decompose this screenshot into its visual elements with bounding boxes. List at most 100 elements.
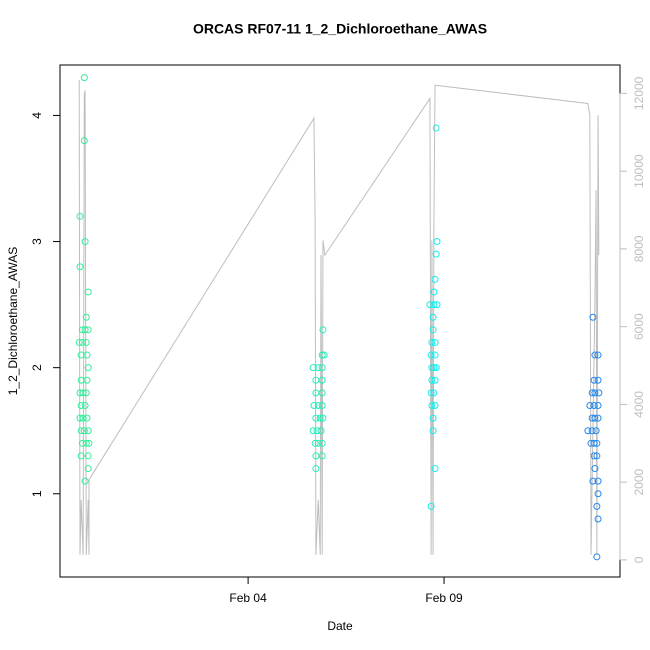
- x-axis-label: Date: [327, 619, 353, 633]
- data-point: [318, 376, 326, 384]
- data-point: [593, 439, 601, 447]
- data-point: [432, 124, 440, 132]
- data-point: [593, 502, 601, 510]
- data-point: [594, 351, 602, 359]
- data-point: [81, 401, 89, 409]
- data-point: [318, 351, 326, 359]
- y2-tick-label: 8000: [632, 235, 646, 262]
- data-point: [83, 414, 91, 422]
- data-point: [82, 389, 90, 397]
- y2-tick-label: 0: [632, 556, 646, 563]
- data-point: [427, 389, 435, 397]
- data-point: [83, 376, 91, 384]
- data-point: [309, 427, 317, 435]
- data-point: [429, 313, 437, 321]
- data-point: [316, 414, 324, 422]
- y-tick-label: 1: [30, 490, 44, 497]
- data-point: [78, 338, 86, 346]
- data-point: [75, 338, 83, 346]
- data-point: [591, 351, 599, 359]
- y2-tick-label: 4000: [632, 391, 646, 418]
- data-point: [80, 74, 88, 82]
- data-point: [428, 338, 436, 346]
- data-point: [77, 401, 85, 409]
- data-point: [590, 376, 598, 384]
- data-point: [429, 326, 437, 334]
- data-point: [430, 364, 438, 372]
- data-point: [430, 301, 438, 309]
- data-point: [592, 427, 600, 435]
- altitude-line: [78, 80, 600, 555]
- data-point: [81, 238, 89, 246]
- y2-tick-label: 2000: [632, 468, 646, 495]
- data-point: [317, 427, 325, 435]
- data-point: [426, 301, 434, 309]
- data-point: [76, 263, 84, 271]
- data-point: [430, 389, 438, 397]
- y-tick-label: 2: [30, 364, 44, 371]
- data-point: [79, 414, 87, 422]
- data-point: [590, 401, 598, 409]
- data-point: [84, 326, 92, 334]
- data-point: [432, 364, 440, 372]
- y-axis-label: 1_2_Dichloroethane_AWAS: [6, 247, 20, 396]
- y-tick-label: 3: [30, 238, 44, 245]
- data-point: [84, 427, 92, 435]
- data-point: [593, 452, 601, 460]
- data-point: [593, 553, 601, 561]
- data-point: [588, 427, 596, 435]
- data-point: [318, 401, 326, 409]
- data-point: [433, 238, 441, 246]
- data-point: [427, 351, 435, 359]
- chart-title: ORCAS RF07-11 1_2_Dichloroethane_AWAS: [193, 21, 487, 37]
- data-point: [428, 401, 436, 409]
- data-point: [309, 364, 317, 372]
- data-point: [595, 389, 603, 397]
- data-point: [77, 452, 85, 460]
- data-point: [431, 351, 439, 359]
- data-point: [83, 351, 91, 359]
- data-point: [588, 389, 596, 397]
- x-tick-label: Feb 04: [229, 591, 267, 605]
- data-point: [589, 477, 597, 485]
- data-point: [594, 515, 602, 523]
- data-point: [594, 490, 602, 498]
- data-point: [82, 313, 90, 321]
- data-point: [79, 389, 87, 397]
- data-point: [310, 401, 318, 409]
- data-point: [427, 502, 435, 510]
- y2-tick-label: 12000: [632, 76, 646, 110]
- data-point: [82, 338, 90, 346]
- data-point: [312, 414, 320, 422]
- data-point: [84, 465, 92, 473]
- data-point: [584, 427, 592, 435]
- data-point: [84, 364, 92, 372]
- data-point: [428, 364, 436, 372]
- data-point: [433, 301, 441, 309]
- data-point: [320, 351, 328, 359]
- data-point: [431, 376, 439, 384]
- x-tick-label: Feb 09: [425, 591, 463, 605]
- plot-frame: [59, 64, 621, 578]
- data-point: [78, 439, 86, 447]
- data-point: [77, 427, 85, 435]
- data-point: [432, 250, 440, 258]
- data-point: [591, 465, 599, 473]
- data-point: [76, 414, 84, 422]
- data-point: [428, 376, 436, 384]
- data-point: [312, 465, 320, 473]
- data-point: [314, 439, 322, 447]
- data-point: [314, 364, 322, 372]
- y2-tick-label: 10000: [632, 154, 646, 188]
- data-point: [318, 364, 326, 372]
- data-point: [318, 439, 326, 447]
- data-point: [591, 389, 599, 397]
- data-point: [318, 452, 326, 460]
- data-point: [431, 401, 439, 409]
- data-point: [313, 427, 321, 435]
- data-point: [590, 452, 598, 460]
- data-point: [429, 427, 437, 435]
- data-point: [586, 401, 594, 409]
- data-point: [318, 389, 326, 397]
- data-point: [81, 326, 89, 334]
